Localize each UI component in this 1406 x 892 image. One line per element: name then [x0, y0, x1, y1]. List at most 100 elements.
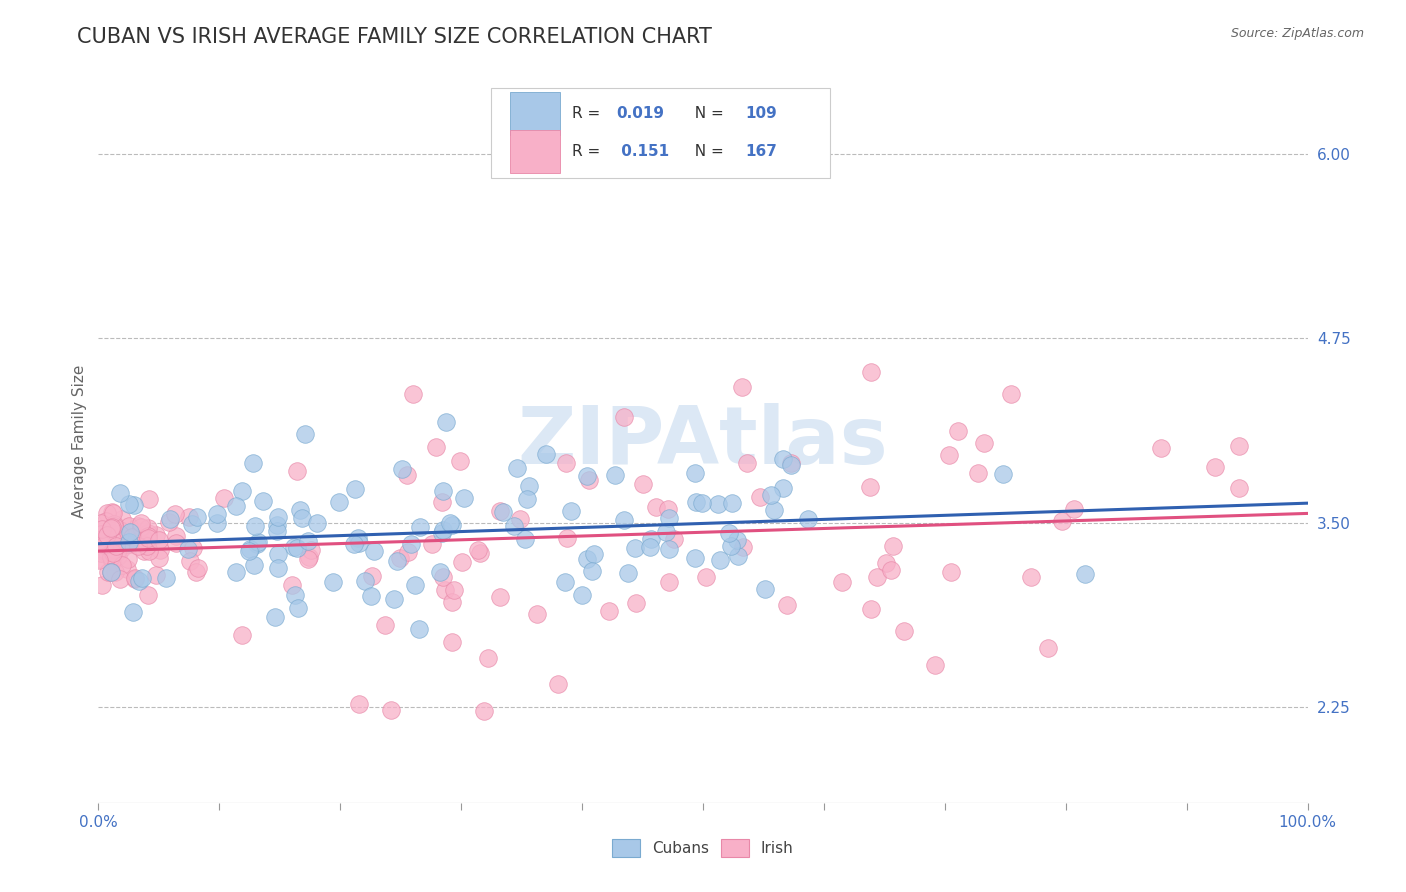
FancyBboxPatch shape	[492, 87, 830, 178]
Point	[128, 574, 150, 588]
Point	[165, 535, 187, 549]
Point	[503, 518, 526, 533]
Point	[404, 578, 426, 592]
Point	[297, 552, 319, 566]
Point	[136, 521, 159, 535]
Point	[127, 519, 149, 533]
Point	[425, 440, 447, 454]
Point	[1149, 441, 1171, 455]
Point	[145, 567, 167, 582]
Point	[100, 565, 122, 579]
Point	[165, 507, 187, 521]
Point	[145, 528, 167, 542]
Point	[631, 477, 654, 491]
Point	[94, 543, 117, 558]
Point	[343, 482, 366, 496]
Point	[408, 622, 430, 636]
Point	[477, 651, 499, 665]
Text: 109: 109	[745, 106, 778, 121]
Point	[385, 554, 408, 568]
Point	[100, 554, 122, 568]
Point	[91, 535, 114, 549]
Point	[177, 541, 200, 556]
Point	[90, 546, 112, 560]
Point	[132, 531, 155, 545]
Point	[134, 538, 156, 552]
Point	[560, 504, 582, 518]
Point	[179, 510, 201, 524]
Point	[640, 532, 662, 546]
Point	[685, 467, 707, 481]
Point	[127, 539, 149, 553]
Point	[157, 515, 180, 529]
Point	[118, 537, 141, 551]
Point	[149, 543, 172, 558]
Point	[131, 571, 153, 585]
Point	[159, 512, 181, 526]
Point	[298, 549, 321, 564]
Point	[363, 544, 385, 558]
Point	[135, 539, 157, 553]
Point	[683, 551, 706, 566]
Point	[882, 539, 904, 553]
Point	[360, 569, 382, 583]
Point	[299, 542, 322, 557]
Point	[103, 517, 125, 532]
Point	[472, 704, 495, 718]
Point	[727, 549, 749, 564]
Point	[90, 542, 112, 557]
Point	[117, 536, 139, 550]
Point	[772, 482, 794, 496]
Point	[307, 516, 329, 531]
Point	[108, 523, 131, 537]
Point	[297, 533, 319, 548]
Point	[509, 511, 531, 525]
Point	[430, 495, 453, 509]
Point	[246, 537, 269, 551]
Point	[440, 595, 463, 609]
Point	[342, 536, 364, 550]
Point	[114, 537, 136, 551]
Point	[432, 524, 454, 538]
Point	[138, 525, 160, 540]
Point	[547, 677, 569, 691]
Point	[155, 571, 177, 585]
Point	[103, 519, 125, 533]
Point	[571, 588, 593, 602]
Point	[749, 490, 772, 504]
Point	[138, 491, 160, 506]
Text: 167: 167	[745, 145, 778, 160]
Point	[429, 565, 451, 579]
Point	[93, 545, 115, 559]
Point	[121, 605, 143, 619]
Point	[238, 544, 260, 558]
Point	[225, 566, 247, 580]
Point	[831, 575, 853, 590]
Point	[138, 544, 160, 558]
Point	[718, 526, 741, 541]
Point	[695, 570, 717, 584]
Point	[865, 570, 887, 584]
Point	[98, 530, 121, 544]
Point	[266, 518, 288, 533]
Point	[449, 454, 471, 468]
Point	[430, 525, 453, 540]
Point	[797, 512, 820, 526]
Point	[439, 516, 461, 530]
Point	[349, 535, 371, 549]
Point	[287, 601, 309, 615]
Point	[450, 555, 472, 569]
Point	[285, 464, 308, 478]
Point	[762, 503, 785, 517]
Point	[603, 468, 626, 483]
Point	[1000, 387, 1022, 401]
Point	[291, 511, 314, 525]
Point	[231, 484, 253, 499]
Point	[252, 493, 274, 508]
Point	[506, 461, 529, 475]
FancyBboxPatch shape	[509, 130, 561, 173]
Point	[136, 588, 159, 602]
Point	[124, 572, 146, 586]
Point	[165, 529, 187, 543]
Point	[94, 514, 117, 528]
